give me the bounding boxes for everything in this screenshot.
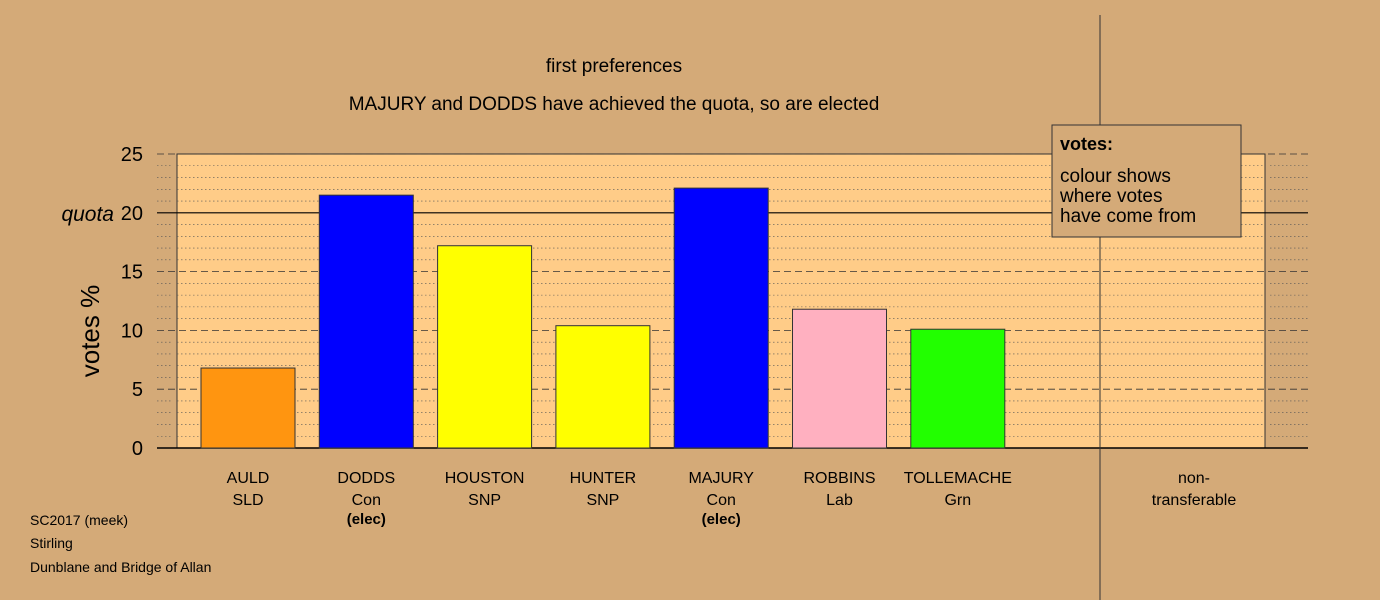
chart-subtitle: MAJURY and DODDS have achieved the quota… <box>349 94 880 115</box>
candidate-name: TOLLEMACHE <box>904 470 1012 487</box>
elected-note: (elec) <box>347 511 386 528</box>
legend-line: where votes <box>1059 186 1162 207</box>
nontransferable-label: non- <box>1178 470 1210 487</box>
bar <box>555 325 651 449</box>
candidate-name: DODDS <box>337 470 395 487</box>
legend-box <box>1051 124 1242 238</box>
bar <box>437 245 533 449</box>
y-tick-label: 20 <box>121 203 143 225</box>
bars <box>200 187 1006 449</box>
bar <box>910 328 1006 449</box>
candidate-name: ROBBINS <box>803 470 875 487</box>
candidate-party: SLD <box>232 492 263 509</box>
candidate-party: SNP <box>468 492 501 509</box>
candidate-party: Con <box>352 492 381 509</box>
y-tick-label: 10 <box>121 320 143 342</box>
y-axis-label: votes % <box>75 285 105 378</box>
y-tick-label: 5 <box>132 379 143 401</box>
candidate-party: Con <box>707 492 736 509</box>
y-tick-label: 25 <box>121 144 143 166</box>
footer-ward: Dunblane and Bridge of Allan <box>30 559 211 575</box>
candidate-name: MAJURY <box>688 470 754 487</box>
x-labels: AULD SLD DODDS Con (elec) HOUSTON SNP HUNTER SNP… <box>227 470 1012 528</box>
bar <box>318 194 414 449</box>
footer-council: Stirling <box>30 535 73 551</box>
legend-line: colour shows <box>1060 166 1171 187</box>
legend: votes: colour shows where votes have com… <box>1051 124 1242 238</box>
elected-note: (elec) <box>702 511 741 528</box>
legend-line: have come from <box>1060 206 1196 227</box>
candidate-party: Lab <box>826 492 853 509</box>
candidate-name: AULD <box>227 470 270 487</box>
candidate-name: HUNTER <box>570 470 637 487</box>
candidate-party: SNP <box>586 492 619 509</box>
y-tick-label: 15 <box>121 262 143 284</box>
y-axis: 0 5 10 15 20 25 quota <box>61 144 143 460</box>
quota-label: quota <box>61 203 114 226</box>
legend-title: votes: <box>1060 134 1113 154</box>
candidate-party: Grn <box>944 492 971 509</box>
bar <box>792 308 887 449</box>
candidate-name: HOUSTON <box>445 470 525 487</box>
bar <box>673 187 769 449</box>
chart-title: first preferences <box>546 56 682 77</box>
bar <box>200 367 296 449</box>
nontransferable-label: transferable <box>1152 492 1237 509</box>
y-tick-label: 0 <box>132 438 143 460</box>
footer-election: SC2017 (meek) <box>30 512 128 528</box>
